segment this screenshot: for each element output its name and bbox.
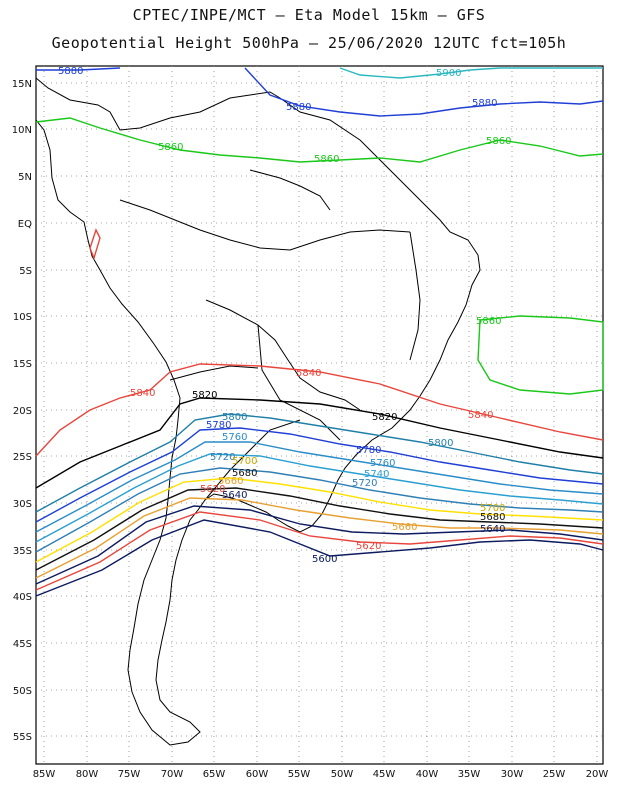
lat-label: EQ — [18, 219, 32, 230]
contour-label-5680: 5680 — [232, 468, 257, 479]
lon-label: 50W — [331, 769, 354, 780]
longitude-labels: 85W 80W 75W 70W 65W 60W 55W 50W 45W 40W … — [33, 769, 609, 780]
contour-5660 — [35, 497, 604, 579]
contour-label-5840: 5840 — [130, 388, 155, 399]
latitude-labels: 15N 10N 5N EQ 5S 10S 15S 20S 25S 30S 35S… — [12, 79, 32, 743]
lat-label: 25S — [13, 452, 32, 463]
contour-label-5840: 5840 — [468, 410, 493, 421]
lat-label: 5N — [18, 172, 32, 183]
contour-label-5780: 5780 — [356, 445, 381, 456]
contour-label-5800: 5800 — [222, 412, 247, 423]
contour-5840 — [35, 363, 604, 457]
lon-label: 80W — [76, 769, 99, 780]
grid-lines — [36, 66, 603, 764]
contour-label-5620: 5620 — [356, 541, 381, 552]
contour-5840-small — [89, 228, 101, 261]
lat-label: 10S — [13, 312, 32, 323]
contour-label-5860: 5860 — [486, 136, 511, 147]
contour-label-5780: 5780 — [206, 420, 231, 431]
contour-5860 — [35, 117, 604, 163]
contour-5720 — [35, 467, 604, 553]
contour-label-5740: 5740 — [364, 469, 389, 480]
lat-label: 45S — [13, 639, 32, 650]
lon-label: 70W — [161, 769, 184, 780]
map-title: CPTEC/INPE/MCT – Eta Model 15km – GFS — [132, 6, 486, 24]
contour-label-5640: 5640 — [222, 490, 247, 501]
contour-5680 — [35, 487, 604, 571]
contour-label-5660: 5660 — [218, 476, 243, 487]
contour-5900 — [339, 67, 603, 79]
contour-label-5840: 5840 — [296, 368, 321, 379]
contour-5780 — [35, 427, 604, 523]
lon-label: 25W — [543, 769, 566, 780]
contour-5800 — [35, 413, 604, 513]
lon-label: 40W — [416, 769, 439, 780]
map-frame — [35, 65, 604, 765]
contour-5860-cell — [477, 315, 604, 395]
coastline — [35, 77, 481, 746]
contour-5700 — [35, 477, 604, 563]
contour-label-5800: 5800 — [428, 438, 453, 449]
contour-label-5700: 5700 — [480, 503, 505, 514]
contour-label-5880: 5880 — [472, 98, 497, 109]
contour-label-5640: 5640 — [480, 524, 505, 535]
lon-label: 30W — [501, 769, 524, 780]
lat-label: 5S — [19, 266, 32, 277]
contour-label-5720: 5720 — [210, 452, 235, 463]
contour-label-5700: 5700 — [232, 456, 257, 467]
contour-label-5680: 5680 — [480, 512, 505, 523]
lat-label: 20S — [13, 406, 32, 417]
contour-label-5860: 5860 — [314, 154, 339, 165]
lon-label: 45W — [373, 769, 396, 780]
contour-5880-north — [36, 67, 121, 71]
contour-label-5620: 5620 — [200, 484, 225, 495]
contour-label-5860: 5860 — [158, 142, 183, 153]
contour-label-5820: 5820 — [192, 390, 217, 401]
lon-label: 60W — [246, 769, 269, 780]
lon-label: 20W — [586, 769, 609, 780]
contour-label-5820: 5820 — [372, 412, 397, 423]
contour-label-5880: 5880 — [58, 66, 83, 77]
contour-5600 — [35, 519, 604, 597]
contour-5740 — [35, 453, 604, 543]
contour-label-5760: 5760 — [222, 432, 247, 443]
lat-label: 50S — [13, 686, 32, 697]
contour-label-5760: 5760 — [370, 458, 395, 469]
lon-label: 65W — [203, 769, 226, 780]
lat-label: 55S — [13, 732, 32, 743]
contour-label-5720: 5720 — [352, 478, 377, 489]
lon-label: 55W — [288, 769, 311, 780]
contour-label-5860: 5860 — [476, 316, 501, 327]
lat-label: 40S — [13, 592, 32, 603]
lat-label: 30S — [13, 499, 32, 510]
lat-label: 15S — [13, 359, 32, 370]
lon-label: 85W — [33, 769, 56, 780]
contour-5820 — [35, 397, 604, 489]
contour-5880 — [244, 67, 604, 117]
contour-5760 — [35, 441, 604, 533]
contour-labels: 5900 5880 5880 5880 5860 5860 5860 5860 … — [58, 66, 511, 565]
contour-5640 — [35, 505, 604, 585]
lat-label: 15N — [12, 79, 32, 90]
lon-label: 75W — [118, 769, 141, 780]
lat-label: 10N — [12, 125, 32, 136]
contours — [35, 67, 604, 597]
map-subtitle: Geopotential Height 500hPa – 25/06/2020 … — [51, 34, 567, 52]
contour-label-5600: 5600 — [312, 554, 337, 565]
contour-5620 — [35, 511, 604, 591]
contour-label-5660: 5660 — [392, 522, 417, 533]
lon-label: 35W — [458, 769, 481, 780]
lat-label: 35S — [13, 546, 32, 557]
contour-label-5880: 5880 — [286, 102, 311, 113]
contour-label-5900: 5900 — [436, 68, 461, 79]
